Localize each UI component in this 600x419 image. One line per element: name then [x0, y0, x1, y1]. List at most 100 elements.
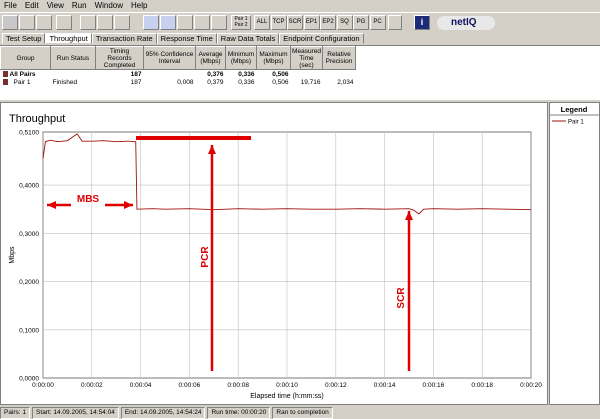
column-header: Average (Mbps) [195, 46, 226, 70]
tool-icon[interactable] [211, 15, 227, 30]
table-cell: 0,506 [257, 78, 291, 86]
chart-pane: Throughput 0,0000 0,1000 0,2000 0,3000 0,4000… [0, 102, 548, 405]
tool-icon[interactable] [114, 15, 130, 30]
arrow-head [208, 145, 216, 154]
table-cell: 0,379 [196, 78, 226, 86]
toolbar-button[interactable]: SCR [287, 15, 303, 30]
table-cell: 0,506 [257, 70, 291, 79]
column-header: Minimum (Mbps) [225, 46, 257, 70]
table-cell: 0,336 [226, 70, 257, 79]
menu-item[interactable]: Help [131, 1, 148, 10]
cell-text: 0,336 [238, 70, 255, 78]
x-tick-label: 0:00:04 [130, 382, 152, 389]
menu-item[interactable]: View [46, 1, 64, 10]
results-table: Group Run Status Timing Records Completed 9… [0, 46, 356, 86]
cell-text: 19,716 [300, 78, 321, 86]
column-header: Measured Time (sec) [290, 46, 323, 70]
row-icon [2, 70, 8, 77]
annotation-label: MBS [77, 194, 100, 205]
legend-title: Legend [561, 105, 588, 114]
tab[interactable]: Test Setup [2, 33, 46, 44]
tab[interactable]: Endpoint Configuration [279, 33, 364, 44]
tool-icon[interactable] [36, 15, 52, 30]
tool-icon[interactable] [388, 15, 402, 30]
info-icon[interactable]: i [414, 15, 430, 30]
menu-bar: File Edit View Run Window Help [0, 0, 151, 12]
y-tick-label: 0,3000 [19, 231, 39, 238]
column-header: Relative Precision [322, 46, 356, 70]
chart: Throughput 0,0000 0,1000 0,2000 0,3000 0,4000… [9, 113, 542, 400]
y-tick-label: 0,1000 [19, 327, 39, 334]
cell-text: Pair 1 [13, 78, 31, 86]
results-grid: Group Run Status Timing Records Completed 9… [0, 45, 600, 100]
tool-icon[interactable] [97, 15, 113, 30]
toolbar-button[interactable]: PG [353, 15, 369, 30]
logo: netIQ [437, 16, 495, 30]
arrow-head [47, 201, 56, 209]
menu-item[interactable]: Edit [24, 1, 39, 10]
cell-text: 187 [130, 70, 142, 78]
toolbar-button[interactable]: ALL [254, 15, 270, 30]
tool-icon[interactable] [160, 15, 176, 30]
annotation-label: PCR [200, 246, 211, 268]
tool-icon[interactable] [56, 15, 72, 30]
table-cell: Finished [51, 78, 96, 86]
x-tick-label: 0:00:00 [32, 382, 54, 389]
table-cell [144, 70, 196, 79]
menu-item[interactable]: File [4, 1, 17, 10]
cell-text: 0,379 [207, 78, 224, 86]
y-tick-label: 0,4000 [19, 183, 39, 190]
tool-icon[interactable] [143, 15, 159, 30]
tab[interactable]: Response Time [156, 33, 217, 44]
cell-text: All Pairs [9, 70, 36, 78]
toolbar-button[interactable]: PC [369, 15, 386, 30]
pair-label: Pair 1 [234, 16, 248, 22]
table-cell [291, 70, 323, 79]
tool-icon[interactable] [194, 15, 210, 30]
tool-icon[interactable] [177, 15, 193, 30]
cell-text: 0,008 [177, 78, 194, 86]
annotation-label: SCR [396, 287, 407, 309]
toolbar: Pair 1 Pair 2 i netIQ ALL TCP SCR EP1 EP2 SQ PG… [0, 12, 600, 33]
table-cell [323, 70, 356, 79]
table-cell: Pair 1 [1, 78, 51, 86]
table-cell: 0,336 [226, 78, 257, 86]
cell-text: 2,034 [337, 78, 354, 86]
x-tick-label: 0:00:16 [423, 382, 445, 389]
toolbar-button[interactable]: EP1 [303, 15, 320, 30]
x-axis-label: Elapsed time (h:mm:ss) [250, 393, 324, 400]
tab[interactable]: Raw Data Totals [216, 33, 280, 44]
status-field: Run time: 00:00:20 [207, 407, 271, 419]
tool-icon[interactable] [19, 15, 35, 30]
x-tick-label: 0:00:14 [374, 382, 396, 389]
column-header: Run Status [50, 46, 96, 70]
cell-text: 0,506 [272, 78, 289, 86]
arrow-head [124, 201, 133, 209]
menu-item[interactable]: Window [94, 1, 124, 10]
table-cell: All Pairs [1, 70, 51, 79]
status-bar: Pairs: 1 Start: 14.09.2005, 14:54:04 End: … [0, 407, 600, 419]
table-cell: 19,716 [291, 78, 323, 86]
toolbar-button[interactable]: EP2 [320, 15, 336, 30]
toolbar-button[interactable]: TCP [270, 15, 287, 30]
x-tick-label: 0:00:18 [471, 382, 493, 389]
legend-pane: Legend Pair 1 [549, 102, 600, 405]
y-tick-label: 0,0000 [19, 376, 39, 383]
column-header: Group [0, 46, 51, 70]
tab[interactable]: Throughput [45, 33, 92, 44]
table-cell: 187 [96, 70, 144, 79]
table-cell: 0,376 [196, 70, 226, 79]
column-header: Timing Records Completed [95, 46, 144, 70]
x-tick-label: 0:00:06 [179, 382, 201, 389]
tool-icon[interactable] [80, 15, 96, 30]
toolbar-button[interactable]: SQ [336, 15, 353, 30]
row-icon [2, 78, 8, 85]
cell-text: 0,506 [272, 70, 289, 78]
y-tick-label: 0,2000 [19, 279, 39, 286]
y-axis-label: Mbps [9, 246, 16, 264]
tool-icon[interactable] [2, 15, 18, 30]
menu-item[interactable]: Run [71, 1, 87, 10]
tab[interactable]: Transaction Rate [91, 33, 157, 44]
pair-button[interactable]: Pair 1 Pair 2 [231, 15, 251, 30]
table-cell [51, 70, 96, 79]
